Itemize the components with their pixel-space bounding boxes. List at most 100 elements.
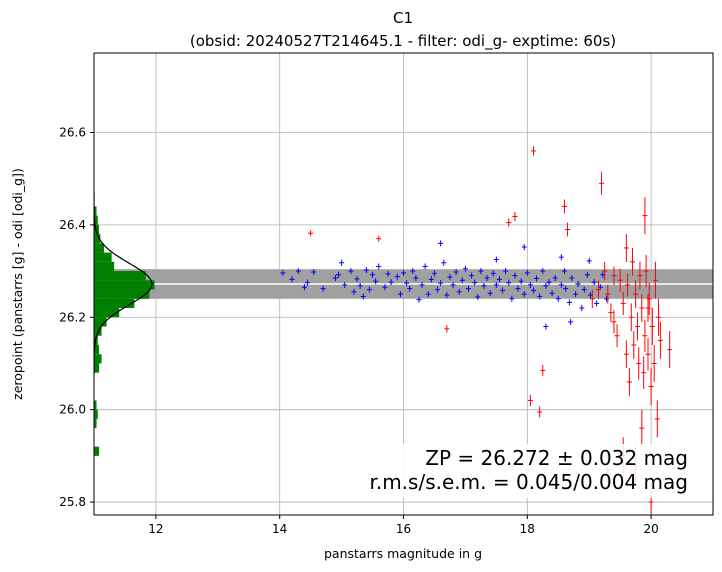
used-star-point xyxy=(348,268,354,275)
used-star-point xyxy=(388,279,394,286)
histogram-bar xyxy=(94,418,97,429)
rejected-star-point xyxy=(565,222,571,237)
rejected-star-point xyxy=(648,368,654,406)
rejected-star-point xyxy=(654,400,660,438)
used-star-point xyxy=(410,268,416,275)
used-star-point xyxy=(422,263,428,270)
used-star-point xyxy=(493,281,499,288)
annotation-background xyxy=(398,444,696,498)
histogram-bar xyxy=(94,308,120,318)
rejected-star-point xyxy=(656,298,662,336)
used-star-point xyxy=(447,274,453,281)
rejected-star-point xyxy=(628,303,634,332)
x-tick-label: 18 xyxy=(520,522,535,536)
used-star-point xyxy=(584,271,590,278)
used-star-point xyxy=(509,295,515,302)
histogram-bar xyxy=(94,289,150,299)
rejected-star-point xyxy=(506,218,512,227)
used-star-point xyxy=(397,291,403,298)
rejected-star-point xyxy=(608,303,614,322)
rejected-star-point xyxy=(639,409,645,447)
used-star-point xyxy=(503,268,509,275)
used-star-point xyxy=(561,268,567,275)
histogram-bar xyxy=(94,317,107,327)
histogram-bar xyxy=(94,409,98,419)
y-tick-label: 26.6 xyxy=(59,125,86,139)
rejected-star-point xyxy=(633,280,639,309)
used-star-point xyxy=(354,275,360,282)
rejected-star-point xyxy=(645,338,651,371)
used-star-point xyxy=(438,240,444,247)
used-star-point xyxy=(500,287,506,294)
x-tick-label: 16 xyxy=(396,522,411,536)
histogram-bar xyxy=(94,280,155,290)
x-tick-label: 12 xyxy=(148,522,163,536)
used-star-point xyxy=(469,272,475,279)
used-star-point xyxy=(450,281,456,288)
rejected-star-point xyxy=(595,280,601,299)
rejected-star-point xyxy=(527,394,533,406)
used-star-point xyxy=(453,268,459,275)
histogram-bar xyxy=(94,261,115,272)
y-tick-label: 25.8 xyxy=(59,495,86,509)
chart-title: C1 xyxy=(393,9,413,27)
used-star-point xyxy=(586,257,592,264)
rejected-star-point xyxy=(376,235,382,242)
y-tick-label: 26.0 xyxy=(59,403,86,417)
used-star-point xyxy=(558,254,564,261)
rejected-star-point xyxy=(620,291,626,315)
used-star-point xyxy=(555,295,561,302)
used-star-point xyxy=(569,274,575,281)
used-star-point xyxy=(385,270,391,277)
used-star-point xyxy=(487,290,493,297)
used-star-point xyxy=(332,274,338,281)
used-star-point xyxy=(579,305,585,312)
rejected-star-point xyxy=(611,266,617,285)
used-star-point xyxy=(524,269,530,276)
rejected-star-point xyxy=(625,273,631,297)
rejected-star-point xyxy=(631,331,637,359)
used-star-point xyxy=(441,259,447,266)
rejected-star-point xyxy=(617,268,623,292)
rejected-star-point xyxy=(652,261,658,299)
rejected-star-point xyxy=(641,356,647,389)
rejected-star-point xyxy=(512,211,518,222)
used-star-point xyxy=(543,323,549,330)
used-star-point xyxy=(478,268,484,275)
rejected-star-point xyxy=(444,325,450,333)
used-star-point xyxy=(459,277,465,284)
used-star-point xyxy=(527,281,533,288)
used-star-point xyxy=(591,279,597,286)
used-star-point xyxy=(339,259,345,266)
rejected-star-point xyxy=(643,254,649,288)
histogram-bar xyxy=(94,243,105,253)
rejected-star-point xyxy=(636,347,642,380)
y-axis-ticks: 25.8 26.0 26.2 26.4 26.6 xyxy=(59,125,94,509)
used-star-point xyxy=(342,281,348,288)
histogram-bar xyxy=(94,234,101,244)
rejected-star-point xyxy=(626,368,632,396)
histogram-bar xyxy=(94,252,112,262)
used-star-point xyxy=(490,270,496,277)
x-tick-label: 14 xyxy=(272,522,287,536)
y-tick-label: 26.4 xyxy=(59,218,86,232)
used-star-point xyxy=(438,280,444,287)
chart-subtitle: (obsid: 20240527T214645.1 - filter: odi_… xyxy=(190,32,616,51)
used-star-point xyxy=(301,284,307,291)
rejected-star-point xyxy=(530,146,536,156)
used-star-point xyxy=(425,291,431,298)
used-star-point xyxy=(472,279,478,286)
rejected-star-point xyxy=(611,310,617,334)
histogram-bar xyxy=(94,271,146,281)
used-star-point xyxy=(540,268,546,275)
rejected-star-point xyxy=(540,364,546,376)
used-star-point xyxy=(506,279,512,286)
used-star-point xyxy=(401,269,406,276)
used-star-point xyxy=(366,286,372,293)
rejected-star-point xyxy=(623,340,629,369)
used-star-point xyxy=(484,274,490,281)
used-star-point xyxy=(295,268,301,275)
x-axis-ticks: 12 14 16 18 20 xyxy=(148,515,659,536)
rms-annotation: r.m.s/s.e.m. = 0.045/0.004 mag xyxy=(369,470,688,494)
used-star-point xyxy=(530,287,536,294)
